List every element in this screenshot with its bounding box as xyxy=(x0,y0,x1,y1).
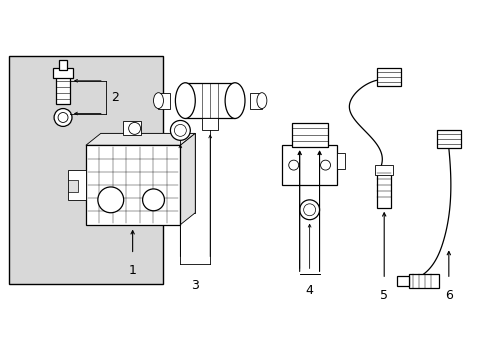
Bar xyxy=(68,170,86,200)
Bar xyxy=(59,60,67,70)
Text: 1: 1 xyxy=(128,264,136,277)
Circle shape xyxy=(128,122,141,134)
Text: 2: 2 xyxy=(111,91,119,104)
Bar xyxy=(101,133,195,213)
Bar xyxy=(9,56,163,284)
Bar xyxy=(376,173,390,208)
Bar xyxy=(436,130,460,148)
Text: 3: 3 xyxy=(191,279,199,292)
Circle shape xyxy=(299,200,319,220)
Text: 5: 5 xyxy=(380,289,387,302)
Bar xyxy=(202,118,218,130)
Bar xyxy=(68,180,78,192)
Circle shape xyxy=(174,125,186,136)
Bar xyxy=(249,93,262,109)
Ellipse shape xyxy=(153,93,163,109)
Text: 6: 6 xyxy=(444,289,452,302)
Bar xyxy=(337,153,345,169)
Text: 4: 4 xyxy=(305,284,313,297)
Circle shape xyxy=(288,160,298,170)
Bar xyxy=(158,93,170,109)
Circle shape xyxy=(142,189,164,211)
Bar xyxy=(185,83,235,118)
Circle shape xyxy=(98,187,123,213)
Bar xyxy=(281,145,337,185)
Ellipse shape xyxy=(256,93,266,109)
Circle shape xyxy=(54,109,72,126)
Bar xyxy=(376,68,400,86)
Bar xyxy=(53,68,73,78)
Bar xyxy=(122,121,141,135)
Bar xyxy=(374,165,392,175)
Circle shape xyxy=(303,204,315,216)
Bar xyxy=(408,274,438,288)
Polygon shape xyxy=(86,133,195,145)
Bar xyxy=(56,76,70,104)
Circle shape xyxy=(170,121,190,140)
Polygon shape xyxy=(180,133,195,225)
Ellipse shape xyxy=(175,83,195,118)
Circle shape xyxy=(58,113,68,122)
Ellipse shape xyxy=(224,83,244,118)
Bar xyxy=(396,276,408,286)
Bar xyxy=(86,145,180,225)
Bar xyxy=(291,123,327,147)
Circle shape xyxy=(320,160,330,170)
